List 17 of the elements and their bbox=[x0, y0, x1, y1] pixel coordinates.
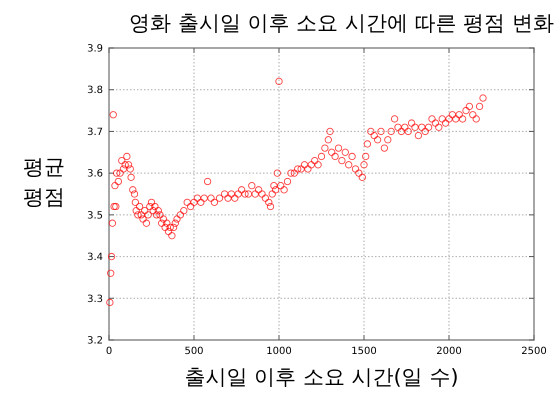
y-tick-label: 3.9 bbox=[87, 44, 103, 54]
y-tick-label: 3.2 bbox=[87, 336, 103, 346]
x-tick-label: 1500 bbox=[351, 346, 377, 357]
x-tick-label: 2000 bbox=[436, 346, 462, 357]
y-tick-label: 3.7 bbox=[87, 126, 103, 138]
x-tick-label: 2500 bbox=[521, 346, 547, 357]
x-tick-label: 500 bbox=[184, 346, 204, 357]
x-tick-label: 0 bbox=[106, 346, 112, 357]
y-tick-label: 3.3 bbox=[87, 294, 103, 305]
y-tick-label: 3.6 bbox=[87, 168, 103, 180]
x-axis-title: 출시일 이후 소요 시간(일 수) bbox=[184, 365, 459, 389]
y-tick-label: 3.4 bbox=[87, 252, 103, 264]
y-tick-label: 3.8 bbox=[87, 85, 103, 96]
x-tick-label: 1000 bbox=[266, 346, 292, 357]
y-axis-title: 평균 평점 bbox=[23, 155, 65, 209]
y-tick-label: 3.5 bbox=[87, 210, 103, 222]
chart-title: 영화 출시일 이후 소요 시간에 따른 평점 변화 bbox=[129, 11, 554, 35]
